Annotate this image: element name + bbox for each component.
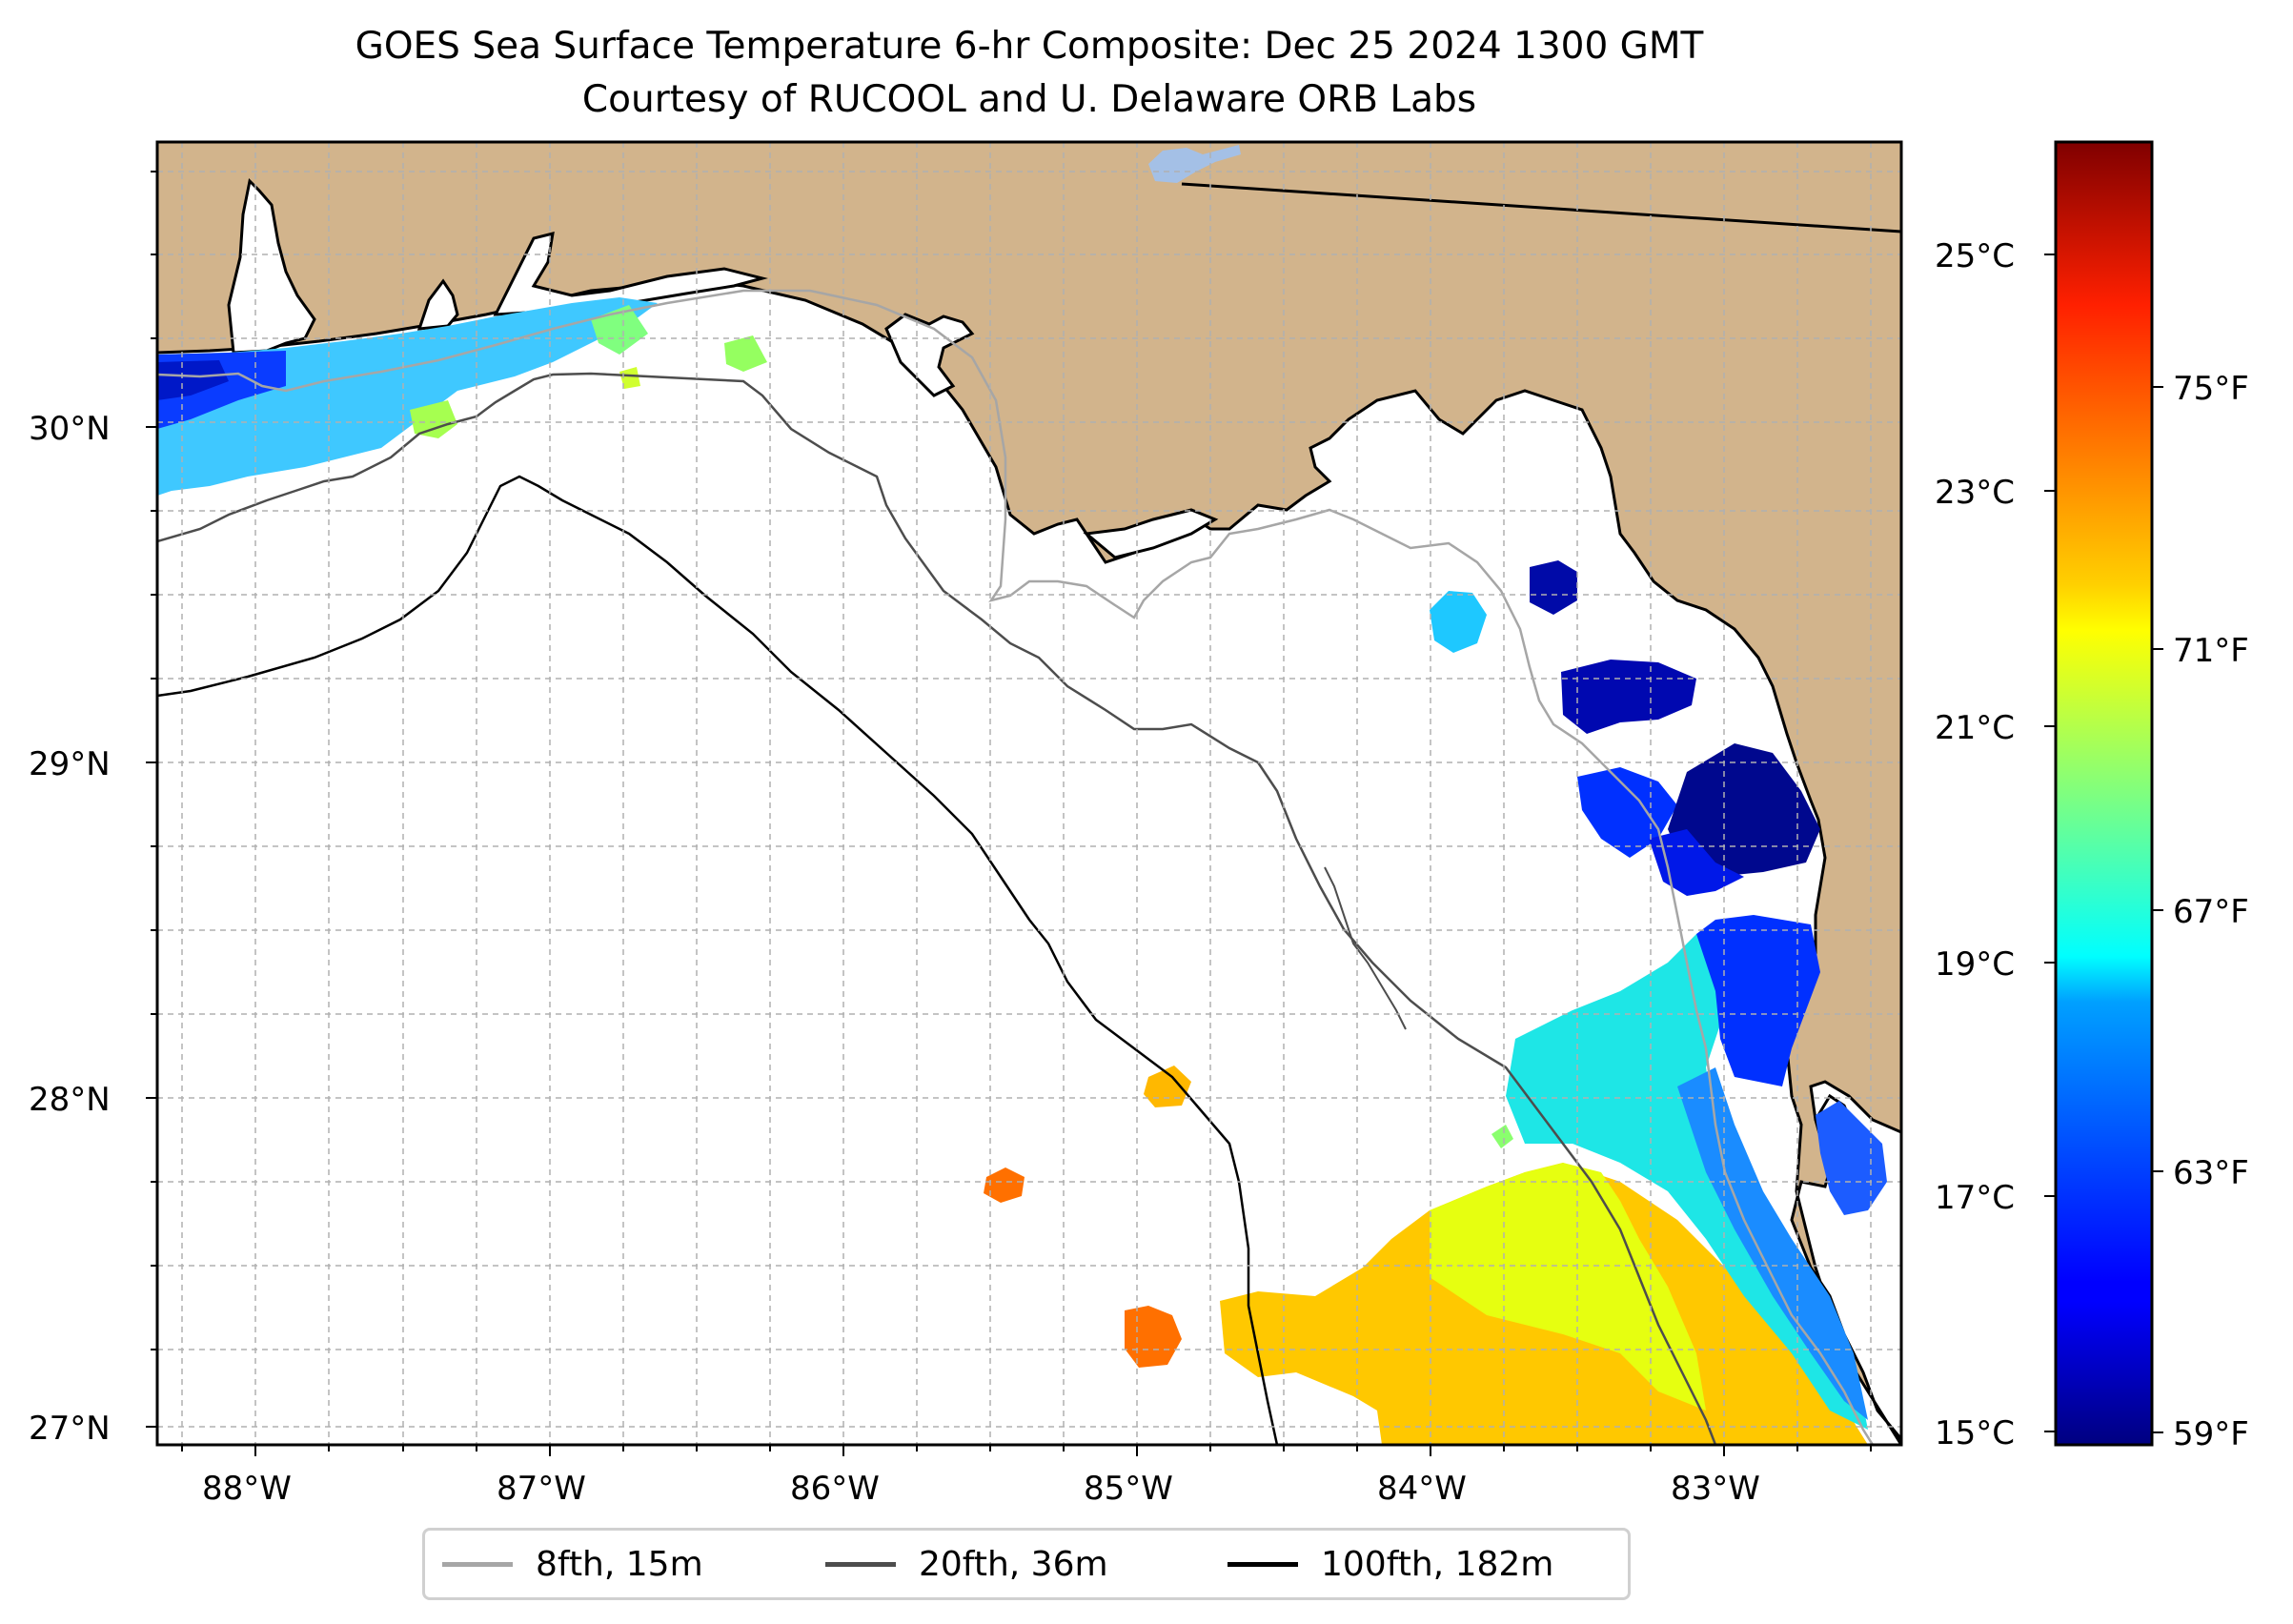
colorbar-celsius-label: 15°C [1935,1414,2016,1452]
sst-patch-east-blue [1696,915,1820,1086]
sst-patch-southeast-cyan [1506,934,1868,1430]
sst-patch-green-5 [1491,1125,1513,1148]
sst-patch-green-2 [724,335,767,372]
lat-label: 29°N [29,745,111,783]
axis-ticks [146,171,1872,1456]
colorbar-fahrenheit-label: 63°F [2173,1154,2249,1192]
lake-seminole [1148,145,1241,183]
legend-label: 20fth, 36m [919,1544,1108,1584]
sst-patch-bigbend-3 [1577,767,1677,858]
colorbar-celsius-label: 25°C [1935,237,2016,275]
lon-label: 88°W [202,1470,292,1508]
colorbar [2054,140,2154,1447]
legend-swatch-8fth [442,1561,513,1567]
colorbar-fahrenheit-label: 75°F [2173,370,2249,408]
isobath-8fth [157,289,1875,1445]
chart-subtitle: Courtesy of RUCOOL and U. Delaware ORB L… [581,78,1477,121]
sst-patch-west [157,297,658,496]
isobath-100fth [157,475,1279,1445]
apalachicola-bay [1083,508,1219,559]
lat-label: 28°N [29,1081,111,1119]
map-area [157,142,1901,1445]
big-bend-islands [1324,866,1407,1030]
colorbar-celsius-label: 19°C [1935,945,2016,984]
chart-title: GOES Sea Surface Temperature 6-hr Compos… [355,25,1704,68]
isobath-20fth [157,372,1717,1445]
sst-patch-southeast-blue [1677,1067,1868,1420]
choctawhatchee-bay [493,231,768,316]
map-frame [155,140,1903,1447]
lon-label: 83°W [1671,1470,1760,1508]
sst-patch-orange-3 [1125,1306,1182,1368]
sst-patch-bigbend-cyan [1430,591,1487,653]
mobile-bay [227,177,316,355]
sst-patch-west-deep [157,360,229,400]
colorbar-ticks [2044,254,2163,1433]
colorbar-celsius-label: 21°C [1935,709,2016,747]
st-andrews-bay [884,313,975,397]
sst-patch-green-3 [591,305,648,355]
sst-patch-tampa-blue [1816,1101,1887,1215]
legend-label: 8fth, 15m [536,1544,703,1584]
sst-patch-bigbend-4 [1668,743,1820,877]
sst-patch-south-yellow [1430,1163,1706,1411]
colorbar-fahrenheit-label: 67°F [2173,893,2249,931]
lon-label: 87°W [497,1470,586,1508]
legend-item-8fth: 8fth, 15m [442,1531,703,1597]
legend-swatch-100fth [1228,1561,1298,1567]
sst-patch-green-1 [410,400,457,438]
colorbar-fahrenheit-label: 59°F [2173,1415,2249,1453]
sst-patch-orange-1 [1144,1066,1191,1107]
colorbar-celsius-label: 23°C [1935,474,2016,512]
sst-patches [157,297,1887,1445]
sst-patch-orange-2 [984,1167,1025,1203]
lon-label: 84°W [1377,1470,1467,1508]
isobath-legend: 8fth, 15m 20fth, 36m 100fth, 182m [422,1528,1631,1600]
lon-label: 86°W [790,1470,880,1508]
sst-patch-green-4 [619,367,640,389]
lat-label: 30°N [29,410,111,448]
colorbar-celsius-label: 17°C [1935,1179,2016,1217]
lat-label: 27°N [29,1410,111,1448]
state-border [1181,182,1901,233]
sst-patch-bigbend-1 [1530,560,1577,615]
legend-item-20fth: 20fth, 36m [825,1531,1108,1597]
gridlines [157,142,1901,1445]
lon-label: 85°W [1084,1470,1173,1508]
legend-label: 100fth, 182m [1321,1544,1554,1584]
colorbar-fahrenheit-label: 71°F [2173,632,2249,670]
legend-item-100fth: 100fth, 182m [1228,1531,1553,1597]
legend-swatch-20fth [825,1561,896,1567]
